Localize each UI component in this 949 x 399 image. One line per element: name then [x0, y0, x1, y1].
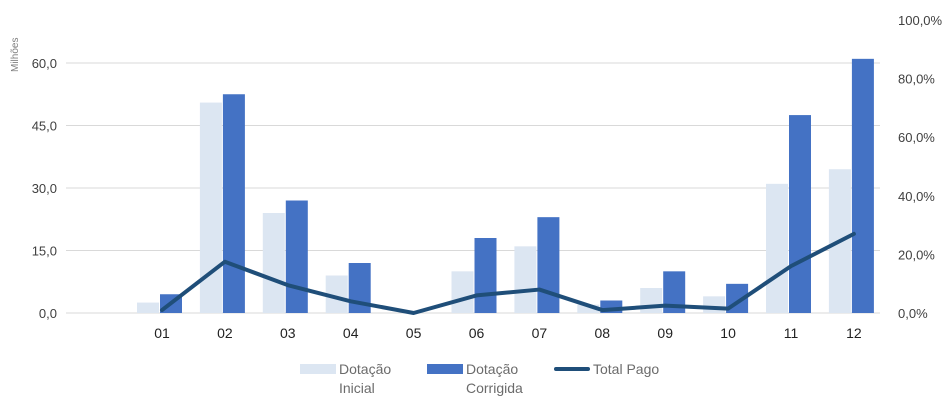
bar-dota-o-inicial: [577, 304, 600, 313]
x-axis-category: 09: [657, 325, 673, 341]
x-axis-category: 07: [532, 325, 548, 341]
x-axis-category: 06: [469, 325, 485, 341]
bar-dota-o-corrigida: [285, 200, 308, 313]
bar-dota-o-inicial: [703, 296, 726, 313]
right-axis-tick: 0,0%: [898, 306, 928, 321]
legend-label-dotacao-inicial: Dotação Inicial: [339, 361, 392, 396]
bar-dota-o-inicial: [137, 302, 159, 313]
left-axis-tick: 30,0: [32, 181, 57, 196]
legend-label-total-pago: Total Pago: [593, 361, 660, 377]
left-axis-tick: 60,0: [32, 56, 57, 71]
legend-swatch-dotacao-inicial: [300, 364, 336, 374]
left-axis-tick: 0,0: [39, 306, 57, 321]
bar-dota-o-corrigida: [222, 94, 245, 313]
x-axis-category: 10: [720, 325, 736, 341]
bar-dota-o-inicial: [199, 102, 222, 313]
legend-item-total-pago[interactable]: Total Pago: [554, 360, 659, 398]
x-axis-category: 02: [217, 325, 233, 341]
bar-dota-o-inicial: [451, 271, 474, 313]
x-axis-category-labels: 01 02 03 04 05 06 07 08 09 10 11 12: [154, 325, 862, 341]
bar-dota-o-inicial: [262, 213, 285, 313]
bar-dota-o-corrigida: [474, 238, 497, 313]
bar-series: [137, 58, 874, 314]
bar-dota-o-corrigida: [789, 115, 811, 313]
line-total-pago: [160, 231, 856, 315]
legend-item-dotacao-inicial[interactable]: Dotação Inicial: [300, 360, 409, 398]
legend-swatch-total-pago: [554, 367, 590, 371]
bar-dota-o-inicial: [640, 288, 663, 313]
bar-dota-o-corrigida: [851, 58, 874, 314]
bar-dota-o-inicial: [325, 275, 348, 313]
line-series: [160, 231, 856, 315]
legend-swatch-dotacao-corrigida: [427, 364, 463, 374]
x-axis-category: 04: [343, 325, 359, 341]
right-axis-tick: 80,0%: [898, 72, 935, 87]
bar-dota-o-inicial: [766, 183, 788, 313]
x-axis-category: 11: [784, 325, 799, 341]
legend-label-dotacao-corrigida: Dotação Corrigida: [466, 361, 523, 396]
right-axis-tick: 40,0%: [898, 189, 935, 204]
bar-dota-o-corrigida: [537, 217, 560, 313]
right-axis-tick: 20,0%: [898, 247, 935, 262]
bar-dota-o-corrigida: [663, 271, 686, 313]
left-axis-tick-labels: 0,0 15,0 30,0 45,0 60,0: [32, 56, 57, 321]
left-axis-tick: 45,0: [32, 119, 57, 134]
legend: Dotação Inicial Dotação Corrigida Total …: [300, 360, 659, 398]
right-axis-tick: 60,0%: [898, 130, 935, 145]
x-axis-category: 12: [846, 325, 862, 341]
right-axis-tick-labels: 0,0% 20,0% 40,0% 60,0% 80,0% 100,0%: [898, 13, 943, 321]
x-axis-category: 05: [406, 325, 422, 341]
right-axis-tick: 100,0%: [898, 13, 943, 28]
x-axis-category: 08: [595, 325, 611, 341]
left-axis-tick: 15,0: [32, 244, 57, 259]
x-axis-category: 03: [280, 325, 296, 341]
x-axis-category: 01: [154, 325, 170, 341]
left-axis-unit-label: Milhões: [10, 38, 21, 72]
legend-item-dotacao-corrigida[interactable]: Dotação Corrigida: [427, 360, 536, 398]
bar-dota-o-inicial: [514, 246, 537, 313]
